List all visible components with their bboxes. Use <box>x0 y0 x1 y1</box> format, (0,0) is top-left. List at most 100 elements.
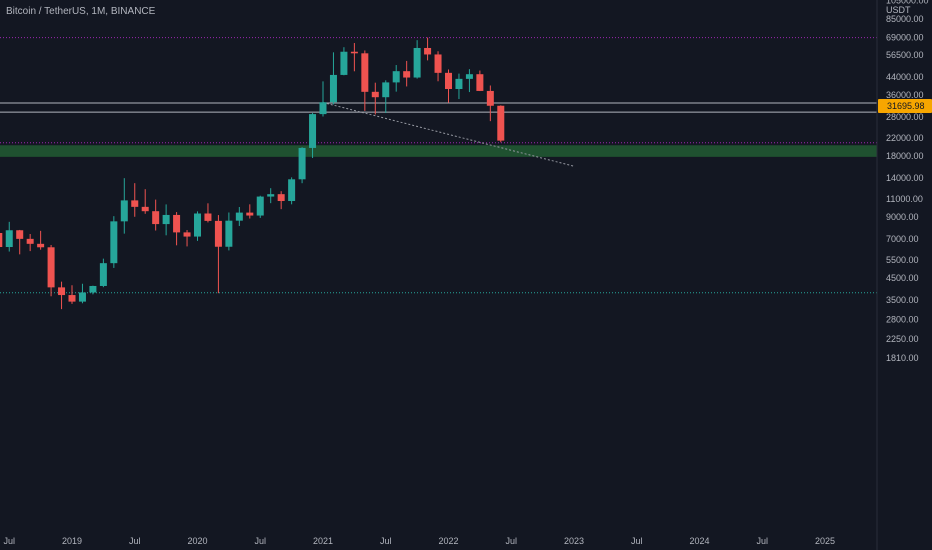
candle-2019-12[interactable] <box>183 230 191 247</box>
candle-2022-03[interactable] <box>465 69 473 93</box>
candle-2021-02[interactable] <box>329 52 337 105</box>
candle-2020-11[interactable] <box>298 147 306 184</box>
candle-2019-08[interactable] <box>141 189 149 214</box>
candle-2021-08[interactable] <box>392 65 400 92</box>
time-tick-label: 2021 <box>313 536 333 546</box>
time-tick-label: Jul <box>129 536 141 546</box>
candle-body <box>361 53 369 92</box>
candle-2019-10[interactable] <box>162 204 170 236</box>
candle-2022-01[interactable] <box>445 69 452 103</box>
candle-2019-11[interactable] <box>173 212 181 246</box>
candle-2021-03[interactable] <box>340 47 348 76</box>
candle-body <box>47 247 55 288</box>
candle-2020-04[interactable] <box>225 212 233 251</box>
candle-2022-06[interactable] <box>497 105 505 143</box>
candle-body <box>256 196 264 216</box>
price-tick-label: 105000.00 <box>886 0 929 6</box>
candle-2018-09[interactable] <box>26 233 34 252</box>
candle-body <box>89 285 97 293</box>
candle-body <box>350 51 358 54</box>
candle-2019-09[interactable] <box>152 199 160 231</box>
candle-body <box>476 74 484 91</box>
candle-2020-01[interactable] <box>194 211 201 241</box>
candle-2020-06[interactable] <box>246 204 254 219</box>
candle-2020-10[interactable] <box>288 177 296 205</box>
horizontal-lines-layer <box>0 37 877 294</box>
candle-2019-02[interactable] <box>78 283 86 304</box>
candle-2019-07[interactable] <box>131 183 139 217</box>
trendline-layer <box>322 102 575 167</box>
candle-body <box>225 220 233 247</box>
candle-2018-06[interactable] <box>0 230 3 257</box>
candle-body <box>382 82 390 98</box>
price-tick-label: 85000.00 <box>886 14 924 24</box>
time-tick-label: 2025 <box>815 536 835 546</box>
candle-2021-07[interactable] <box>382 80 390 114</box>
support-zone <box>0 145 877 157</box>
price-tick-label: 3500.00 <box>886 295 919 305</box>
price-axis[interactable]: 260000.00210000.00170000.00130000.001050… <box>886 0 929 363</box>
price-tick-label: 14000.00 <box>886 173 924 183</box>
candle-2022-05[interactable] <box>486 85 494 122</box>
candle-2021-12[interactable] <box>434 51 442 82</box>
current-price-badge: 31695.98 <box>878 99 932 114</box>
candle-2018-11[interactable] <box>47 244 55 297</box>
price-tick-label: 2250.00 <box>886 334 919 344</box>
candle-2021-04[interactable] <box>350 43 358 72</box>
candle-body <box>68 295 76 302</box>
candle-2018-10[interactable] <box>37 230 45 250</box>
price-tick-label: 69000.00 <box>886 33 924 43</box>
candle-body <box>413 47 421 78</box>
candle-body <box>58 287 66 296</box>
candle-body <box>16 230 24 239</box>
candle-body <box>392 71 400 83</box>
candle-2021-06[interactable] <box>371 82 379 115</box>
price-tick-label: 9000.00 <box>886 212 919 222</box>
candle-2019-01[interactable] <box>68 285 76 304</box>
candle-2021-10[interactable] <box>413 40 421 79</box>
candle-body <box>486 90 494 106</box>
candle-2020-09[interactable] <box>277 191 285 210</box>
candle-2020-05[interactable] <box>235 207 243 226</box>
candle-2019-04[interactable] <box>99 258 107 288</box>
currency-label: USDT <box>886 5 911 15</box>
current-price-label: 31695.98 <box>887 101 925 111</box>
candle-body <box>37 243 45 248</box>
price-tick-label: 18000.00 <box>886 151 924 161</box>
candle-body <box>455 78 463 90</box>
candle-2022-02[interactable] <box>455 73 463 100</box>
candle-2020-07[interactable] <box>256 195 264 218</box>
candle-body <box>152 211 160 225</box>
candle-2021-05[interactable] <box>361 50 369 111</box>
time-tick-label: 2019 <box>62 536 82 546</box>
candle-body <box>246 212 254 216</box>
candle-2019-06[interactable] <box>120 178 128 234</box>
candle-2021-01[interactable] <box>319 81 327 117</box>
support-zone-layer <box>0 145 877 157</box>
candle-2019-03[interactable] <box>89 285 97 295</box>
candle-body <box>497 105 505 141</box>
candle-2021-11[interactable] <box>424 37 432 61</box>
candle-2019-05[interactable] <box>110 216 118 268</box>
candle-body <box>329 74 337 103</box>
candle-2020-12[interactable] <box>309 112 317 158</box>
candle-body <box>434 54 442 73</box>
candle-2018-07[interactable] <box>5 221 13 252</box>
candle-body <box>267 194 275 197</box>
trendline[interactable] <box>322 102 575 167</box>
time-axis[interactable]: Jul 2019 Jul 2020 Jul 2021 Jul 2022 Jul 2023 Jul 20… <box>3 536 835 546</box>
candle-2020-03[interactable] <box>214 215 222 294</box>
candle-body <box>288 179 296 202</box>
time-tick-label: 2024 <box>689 536 709 546</box>
time-tick-label: Jul <box>3 536 15 546</box>
candle-body <box>445 72 452 90</box>
candle-2020-08[interactable] <box>267 188 275 204</box>
candle-body <box>340 51 348 75</box>
candle-2021-09[interactable] <box>403 60 411 87</box>
price-tick-label: 28000.00 <box>886 112 924 122</box>
candle-2018-08[interactable] <box>16 229 24 255</box>
candle-2020-02[interactable] <box>204 203 212 223</box>
candle-2022-04[interactable] <box>476 70 484 92</box>
candle-2018-12[interactable] <box>58 281 66 310</box>
